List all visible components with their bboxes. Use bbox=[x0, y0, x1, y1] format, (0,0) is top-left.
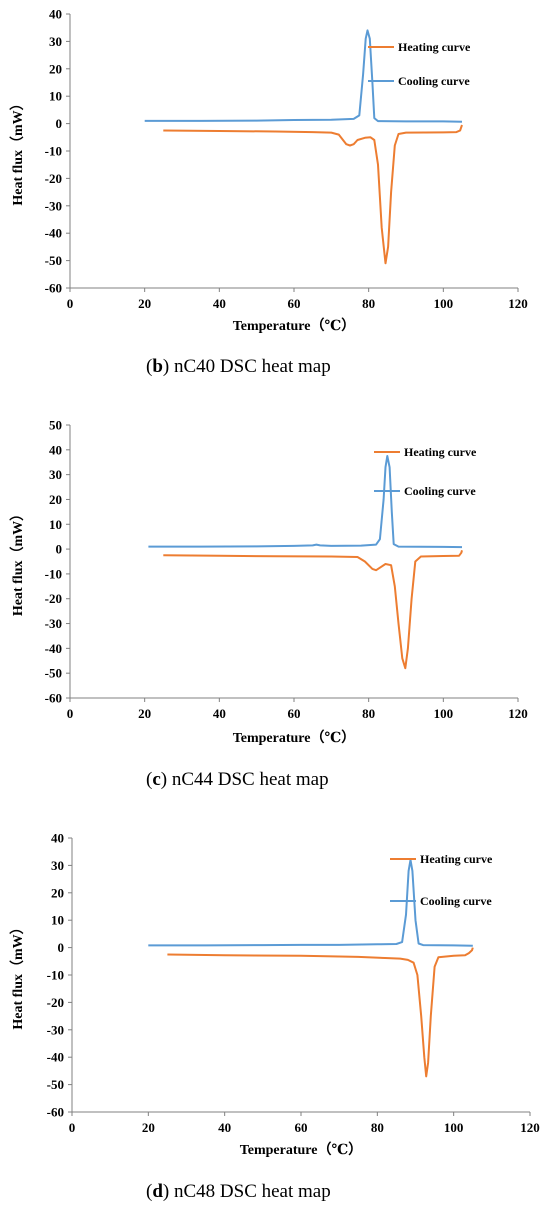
y-tick-label: -60 bbox=[45, 281, 62, 296]
y-tick-label: 30 bbox=[49, 467, 62, 482]
x-tick-label: 80 bbox=[362, 706, 375, 721]
y-tick-label: 0 bbox=[56, 542, 63, 557]
x-tick-label: 40 bbox=[213, 706, 226, 721]
y-tick-label: -30 bbox=[47, 1022, 64, 1037]
y-axis-title: Heat flux（mW） bbox=[10, 96, 26, 205]
y-tick-label: 30 bbox=[49, 34, 62, 49]
y-tick-label: 0 bbox=[58, 940, 65, 955]
caption-letter: b bbox=[152, 356, 163, 377]
y-tick-label: -10 bbox=[47, 968, 64, 983]
x-tick-label: 0 bbox=[69, 1120, 76, 1135]
legend-label: Heating curve bbox=[404, 445, 477, 459]
x-tick-label: 120 bbox=[508, 706, 528, 721]
y-tick-label: 20 bbox=[49, 61, 62, 76]
chart-panel-d: 40 30 20 10 0 -10 -20 -30 -40 -50 -60 0 20 40 60 80 100 1… bbox=[0, 824, 550, 1215]
x-tick-label: 0 bbox=[67, 706, 74, 721]
heating-curve-line bbox=[163, 124, 463, 265]
figure-caption: (d) nC48 DSC heat map bbox=[146, 1181, 331, 1202]
caption-text: nC40 DSC heat map bbox=[169, 356, 331, 377]
legend-label: Heating curve bbox=[398, 40, 471, 54]
figure-caption: (b) nC40 DSC heat map bbox=[146, 356, 331, 377]
y-tick-label: 20 bbox=[51, 885, 64, 900]
caption-text: nC48 DSC heat map bbox=[169, 1181, 331, 1202]
y-tick-label: -10 bbox=[45, 144, 62, 159]
y-tick-label: 10 bbox=[49, 89, 62, 104]
x-tick-label: 20 bbox=[142, 1120, 155, 1135]
x-tick-label: 40 bbox=[213, 296, 226, 311]
x-tick-label: 120 bbox=[508, 296, 528, 311]
x-tick-label: 100 bbox=[434, 296, 454, 311]
y-tick-label: -60 bbox=[47, 1105, 64, 1120]
y-axis-title: Heat flux（mW） bbox=[10, 920, 26, 1029]
x-tick-label: 100 bbox=[434, 706, 454, 721]
y-axis-title: Heat flux（mW） bbox=[10, 507, 26, 616]
legend-label: Cooling curve bbox=[420, 894, 492, 908]
x-tick-label: 80 bbox=[362, 296, 375, 311]
heating-curve-line bbox=[163, 550, 463, 670]
x-tick-label: 100 bbox=[444, 1120, 464, 1135]
y-tick-label: -30 bbox=[45, 616, 62, 631]
y-tick-label: 40 bbox=[49, 7, 62, 22]
x-axis-title: Temperature（℃） bbox=[240, 1142, 363, 1158]
cooling-curve-line bbox=[148, 455, 463, 549]
y-tick-label: -50 bbox=[45, 666, 62, 681]
chart-panel-b: 40 30 20 10 0 -10 -20 -30 -40 -50 -60 0 20 40 60 80 100 1… bbox=[0, 0, 550, 395]
y-tick-label: 10 bbox=[49, 517, 62, 532]
cooling-curve-line bbox=[148, 858, 473, 947]
x-tick-label: 80 bbox=[371, 1120, 384, 1135]
x-tick-label: 120 bbox=[520, 1120, 540, 1135]
legend-label: Cooling curve bbox=[398, 74, 470, 88]
y-tick-label: 20 bbox=[49, 492, 62, 507]
y-tick-label: 40 bbox=[51, 831, 64, 846]
y-tick-label: -20 bbox=[45, 591, 62, 606]
caption-letter: d bbox=[152, 1181, 163, 1202]
x-tick-label: 40 bbox=[218, 1120, 231, 1135]
y-tick-label: -50 bbox=[45, 253, 62, 268]
legend-label: Cooling curve bbox=[404, 484, 476, 498]
caption-text: nC44 DSC heat map bbox=[167, 769, 329, 790]
x-tick-label: 60 bbox=[288, 296, 301, 311]
chart-panel-c: 50 40 30 20 10 0 -10 -20 -30 -40 -50 -60 0 20 40 60 80 10… bbox=[0, 412, 550, 807]
y-tick-label: -50 bbox=[47, 1077, 64, 1092]
x-tick-label: 60 bbox=[295, 1120, 308, 1135]
heating-curve-line bbox=[167, 947, 474, 1078]
x-tick-label: 20 bbox=[138, 706, 151, 721]
y-tick-label: -30 bbox=[45, 198, 62, 213]
y-tick-label: 50 bbox=[49, 418, 62, 433]
x-tick-label: 60 bbox=[288, 706, 301, 721]
y-tick-label: -60 bbox=[45, 691, 62, 706]
figure-caption: (c) nC44 DSC heat map bbox=[146, 769, 329, 790]
legend-label: Heating curve bbox=[420, 852, 493, 866]
y-tick-label: -20 bbox=[47, 995, 64, 1010]
x-tick-label: 0 bbox=[67, 296, 74, 311]
x-axis-title: Temperature（℃） bbox=[233, 318, 356, 334]
y-tick-label: -40 bbox=[45, 641, 62, 656]
y-tick-label: 40 bbox=[49, 442, 62, 457]
y-tick-label: -40 bbox=[47, 1050, 64, 1065]
y-tick-label: -10 bbox=[45, 566, 62, 581]
y-tick-label: -20 bbox=[45, 171, 62, 186]
y-tick-label: 0 bbox=[56, 116, 63, 131]
caption-letter: c bbox=[152, 769, 161, 790]
y-tick-label: 10 bbox=[51, 913, 64, 928]
y-tick-label: 30 bbox=[51, 858, 64, 873]
cooling-curve-line bbox=[144, 29, 463, 123]
x-axis-title: Temperature（℃） bbox=[233, 730, 356, 746]
y-tick-label: -40 bbox=[45, 226, 62, 241]
x-tick-label: 20 bbox=[138, 296, 151, 311]
